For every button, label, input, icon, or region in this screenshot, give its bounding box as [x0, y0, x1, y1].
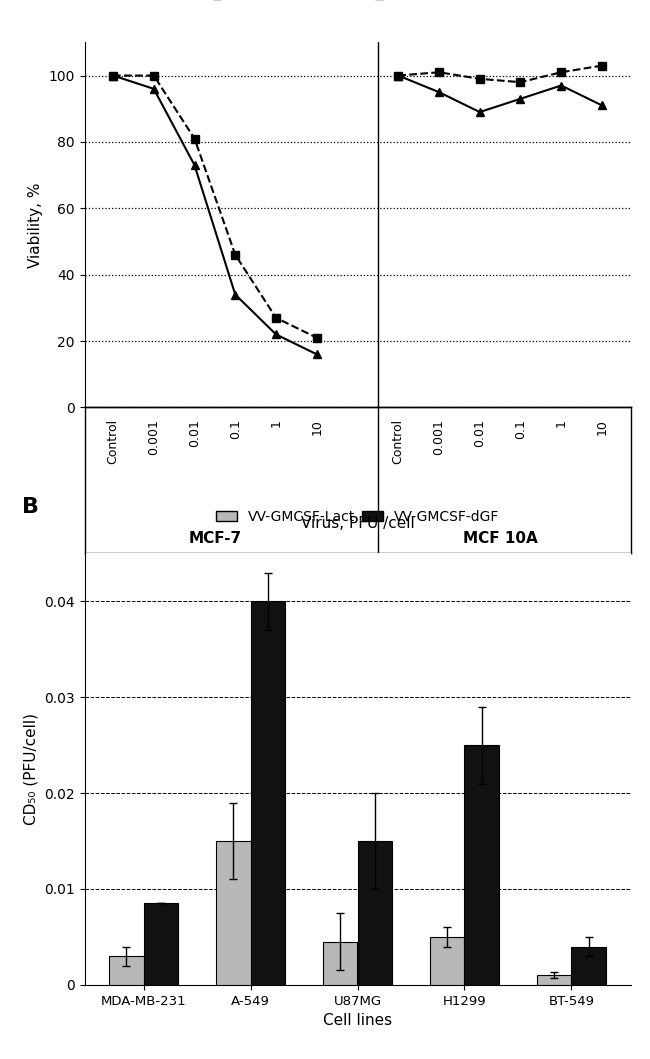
Text: B: B: [21, 498, 39, 518]
Legend: VV-GMCSF-Lact, VV-GMCSF-dGF: VV-GMCSF-Lact, VV-GMCSF-dGF: [210, 504, 505, 530]
Text: 0.1: 0.1: [229, 419, 242, 439]
VV-GMCSF-Lact: [231, 249, 239, 262]
VV-GMCSF-dGF: [272, 328, 280, 341]
VV-GMCSF-dGF: [313, 348, 320, 361]
VV-GMCSF-dGF: [150, 83, 158, 95]
Line: VV-GMCSF-dGF: VV-GMCSF-dGF: [109, 71, 321, 359]
Text: 1: 1: [270, 419, 283, 427]
Text: 0.001: 0.001: [148, 419, 161, 455]
Line: VV-GMCSF-Lact: VV-GMCSF-Lact: [109, 71, 321, 342]
Text: 10: 10: [595, 419, 608, 435]
Text: Virus, PFU /cell: Virus, PFU /cell: [301, 516, 415, 531]
Text: 0.1: 0.1: [514, 419, 527, 439]
Bar: [216, 841, 250, 985]
VV-GMCSF-dGF: [231, 288, 239, 301]
Bar: [109, 956, 144, 985]
Text: 0.01: 0.01: [473, 419, 486, 447]
Bar: [323, 941, 358, 985]
VV-GMCSF-Lact: [150, 69, 158, 82]
VV-GMCSF-Lact: [109, 69, 117, 82]
Text: 1: 1: [554, 419, 567, 427]
Bar: [537, 975, 571, 985]
Text: 0.001: 0.001: [432, 419, 445, 455]
VV-GMCSF-Lact: [313, 331, 320, 344]
Bar: [465, 746, 499, 985]
Bar: [144, 903, 178, 985]
VV-GMCSF-dGF: [190, 159, 198, 172]
X-axis label: Cell lines: Cell lines: [323, 1013, 392, 1028]
Legend: VV-GMCSF-dGF, VV-GMCSF-Lact: VV-GMCSF-dGF, VV-GMCSF-Lact: [194, 0, 521, 8]
Bar: [571, 947, 606, 985]
VV-GMCSF-Lact: [190, 132, 198, 145]
Text: 0.01: 0.01: [188, 419, 201, 447]
Y-axis label: Viability, %: Viability, %: [28, 182, 43, 268]
Y-axis label: CD₅₀ (PFU/cell): CD₅₀ (PFU/cell): [23, 713, 38, 825]
Text: 10: 10: [310, 419, 323, 435]
Bar: [430, 937, 465, 985]
VV-GMCSF-Lact: [272, 311, 280, 324]
Bar: [250, 602, 285, 985]
Bar: [358, 841, 392, 985]
Text: Control: Control: [107, 419, 120, 464]
VV-GMCSF-dGF: [109, 69, 117, 82]
Text: MCF-7: MCF-7: [188, 532, 241, 546]
Text: MCF 10A: MCF 10A: [463, 532, 538, 546]
Text: Control: Control: [392, 419, 405, 464]
